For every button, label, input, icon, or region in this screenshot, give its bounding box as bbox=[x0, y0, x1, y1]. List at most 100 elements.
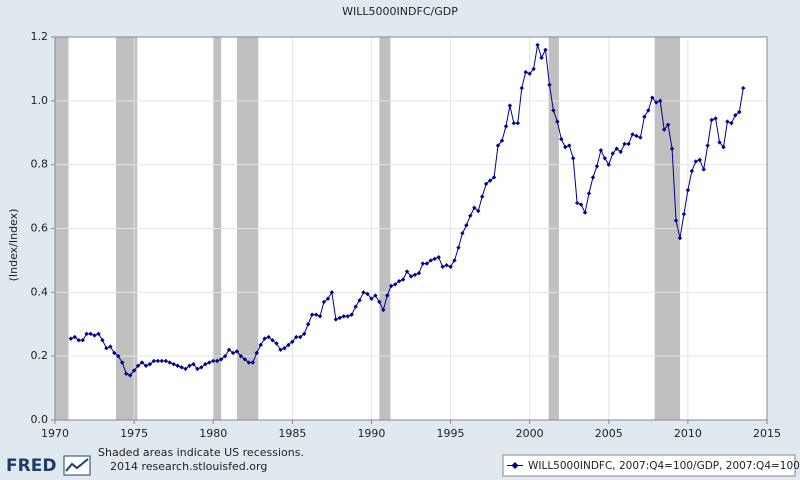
point bbox=[76, 338, 81, 343]
x-tick-label: 2000 bbox=[516, 427, 544, 440]
point bbox=[444, 263, 449, 268]
point bbox=[658, 98, 663, 104]
point bbox=[309, 312, 315, 317]
x-tick-label: 1975 bbox=[120, 427, 148, 440]
y-tick-label: 0.0 bbox=[31, 413, 49, 426]
point bbox=[519, 85, 524, 91]
y-tick-label: 1.0 bbox=[31, 94, 49, 107]
point bbox=[737, 109, 742, 115]
point bbox=[681, 211, 687, 217]
point bbox=[266, 334, 271, 340]
point bbox=[286, 342, 291, 348]
point bbox=[420, 261, 426, 266]
point bbox=[294, 334, 299, 340]
x-tick-label: 1990 bbox=[357, 427, 385, 440]
point bbox=[92, 333, 97, 338]
point bbox=[254, 350, 259, 356]
point bbox=[96, 331, 101, 337]
point bbox=[634, 133, 639, 139]
point bbox=[321, 299, 327, 305]
point bbox=[507, 103, 513, 108]
point bbox=[88, 331, 93, 337]
point bbox=[456, 245, 461, 250]
point bbox=[472, 205, 477, 210]
point bbox=[701, 167, 706, 172]
x-tick-label: 1980 bbox=[199, 427, 227, 440]
point bbox=[214, 358, 220, 364]
point bbox=[183, 366, 188, 372]
point bbox=[199, 365, 204, 370]
point bbox=[187, 363, 192, 368]
point bbox=[139, 360, 145, 365]
y-tick-label: 0.8 bbox=[31, 158, 49, 171]
point bbox=[646, 108, 651, 113]
legend bbox=[502, 454, 796, 477]
point bbox=[654, 100, 659, 105]
point bbox=[222, 353, 228, 359]
point bbox=[246, 360, 252, 365]
point bbox=[543, 47, 548, 52]
point bbox=[487, 178, 493, 183]
point bbox=[258, 342, 263, 348]
point bbox=[238, 353, 244, 359]
chart-title: WILL5000INDFC/GDP bbox=[342, 5, 458, 18]
point bbox=[270, 338, 275, 343]
point bbox=[464, 223, 469, 228]
point bbox=[448, 264, 453, 269]
point bbox=[693, 159, 698, 164]
point bbox=[317, 314, 323, 319]
point bbox=[100, 338, 105, 343]
point bbox=[531, 66, 536, 72]
point bbox=[606, 162, 611, 167]
point bbox=[353, 304, 358, 309]
point bbox=[610, 151, 615, 156]
point bbox=[614, 146, 619, 151]
point bbox=[618, 149, 623, 155]
point bbox=[385, 293, 390, 298]
point bbox=[349, 312, 354, 317]
point bbox=[207, 360, 212, 365]
point bbox=[574, 200, 580, 206]
point bbox=[590, 175, 596, 180]
point bbox=[416, 270, 422, 276]
point bbox=[325, 296, 331, 301]
point bbox=[226, 347, 232, 352]
point bbox=[278, 347, 283, 352]
point bbox=[480, 194, 485, 199]
point bbox=[143, 363, 149, 368]
point bbox=[369, 296, 374, 301]
point bbox=[392, 282, 398, 287]
point bbox=[357, 298, 362, 303]
x-tick-label: 1995 bbox=[437, 427, 465, 440]
point bbox=[274, 341, 279, 346]
point bbox=[203, 361, 208, 367]
point bbox=[389, 283, 394, 289]
point bbox=[171, 361, 176, 367]
point bbox=[673, 218, 679, 223]
point bbox=[167, 360, 172, 365]
point bbox=[424, 261, 430, 266]
legend-label: WILL5000INDFC, 2007:Q4=100/GDP, 2007:Q4=… bbox=[528, 460, 800, 472]
point bbox=[135, 363, 141, 368]
point bbox=[709, 117, 714, 123]
point bbox=[302, 331, 307, 337]
point bbox=[124, 371, 129, 376]
point bbox=[381, 307, 386, 313]
point bbox=[428, 258, 433, 263]
point bbox=[365, 291, 370, 297]
point bbox=[622, 141, 627, 147]
point bbox=[642, 114, 647, 119]
point bbox=[116, 353, 121, 359]
note: Shaded areas indicate US recessions. bbox=[98, 446, 304, 459]
point bbox=[361, 290, 366, 295]
point bbox=[460, 231, 465, 236]
point bbox=[503, 124, 509, 129]
point bbox=[313, 312, 319, 317]
point bbox=[721, 144, 726, 150]
point bbox=[452, 258, 457, 263]
y-tick-label: 0.4 bbox=[31, 285, 49, 298]
point bbox=[650, 95, 655, 100]
note: 2014 research.stlouisfed.org bbox=[110, 460, 267, 473]
point bbox=[483, 181, 489, 187]
point bbox=[195, 366, 200, 372]
